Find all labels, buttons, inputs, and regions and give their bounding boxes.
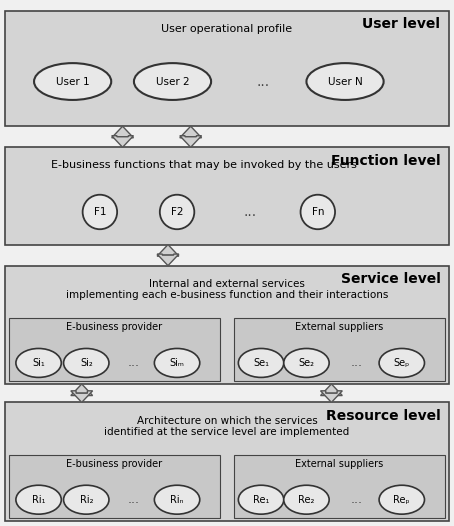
FancyArrow shape: [71, 384, 93, 396]
Text: Fn: Fn: [311, 207, 324, 217]
Text: Se₁: Se₁: [253, 358, 269, 368]
Ellipse shape: [16, 348, 61, 378]
Ellipse shape: [134, 63, 211, 100]
FancyArrow shape: [157, 254, 179, 266]
Text: F1: F1: [94, 207, 106, 217]
FancyArrow shape: [112, 126, 133, 138]
Text: ...: ...: [350, 493, 362, 506]
Text: Seₚ: Seₚ: [394, 358, 410, 368]
Ellipse shape: [64, 485, 109, 514]
Ellipse shape: [154, 348, 200, 378]
Text: ...: ...: [243, 205, 256, 219]
Ellipse shape: [34, 63, 111, 100]
Bar: [9, 455, 220, 518]
Ellipse shape: [154, 485, 200, 514]
FancyArrow shape: [321, 384, 342, 396]
Bar: [234, 318, 445, 381]
Text: Service level: Service level: [340, 272, 440, 286]
Text: Re₁: Re₁: [253, 494, 269, 505]
Text: External suppliers: External suppliers: [296, 322, 384, 332]
Bar: [234, 455, 445, 518]
Text: Reₚ: Reₚ: [394, 494, 410, 505]
Text: Internal and external services
implementing each e-business function and their i: Internal and external services implement…: [66, 279, 388, 300]
FancyArrow shape: [112, 136, 133, 147]
Text: E-business provider: E-business provider: [66, 459, 163, 469]
Text: External suppliers: External suppliers: [296, 459, 384, 469]
Text: Si₂: Si₂: [80, 358, 93, 368]
Bar: [5, 402, 449, 521]
Ellipse shape: [160, 195, 194, 229]
FancyArrow shape: [321, 391, 342, 402]
Text: Riₙ: Riₙ: [170, 494, 184, 505]
Text: F2: F2: [171, 207, 183, 217]
Text: User level: User level: [362, 17, 440, 31]
Text: ...: ...: [128, 357, 140, 369]
Text: User 2: User 2: [156, 76, 189, 87]
FancyArrow shape: [180, 126, 202, 138]
Text: User N: User N: [328, 76, 362, 87]
Bar: [5, 11, 449, 126]
Bar: [5, 266, 449, 384]
Bar: [9, 318, 220, 381]
FancyArrow shape: [71, 391, 93, 402]
Text: Function level: Function level: [331, 154, 440, 168]
Text: Siₘ: Siₘ: [170, 358, 184, 368]
Ellipse shape: [284, 348, 329, 378]
Bar: [5, 147, 449, 245]
Text: Se₂: Se₂: [298, 358, 315, 368]
Text: User 1: User 1: [56, 76, 89, 87]
Text: E-business functions that may be invoked by the users: E-business functions that may be invoked…: [51, 160, 357, 170]
Ellipse shape: [238, 348, 284, 378]
Text: Ri₁: Ri₁: [32, 494, 45, 505]
Text: Architecture on which the services
identified at the service level are implement: Architecture on which the services ident…: [104, 416, 350, 437]
Ellipse shape: [16, 485, 61, 514]
Ellipse shape: [379, 348, 424, 378]
Text: Re₂: Re₂: [298, 494, 315, 505]
Text: Resource level: Resource level: [326, 409, 440, 423]
Ellipse shape: [238, 485, 284, 514]
Ellipse shape: [64, 348, 109, 378]
FancyArrow shape: [180, 136, 202, 147]
Text: ...: ...: [257, 75, 270, 88]
Text: User operational profile: User operational profile: [162, 24, 292, 34]
Text: ...: ...: [350, 357, 362, 369]
Ellipse shape: [83, 195, 117, 229]
Ellipse shape: [301, 195, 335, 229]
Ellipse shape: [284, 485, 329, 514]
Ellipse shape: [306, 63, 384, 100]
Ellipse shape: [379, 485, 424, 514]
Text: Si₁: Si₁: [32, 358, 45, 368]
Text: Ri₂: Ri₂: [79, 494, 93, 505]
Text: ...: ...: [128, 493, 140, 506]
FancyArrow shape: [157, 245, 179, 256]
Text: E-business provider: E-business provider: [66, 322, 163, 332]
